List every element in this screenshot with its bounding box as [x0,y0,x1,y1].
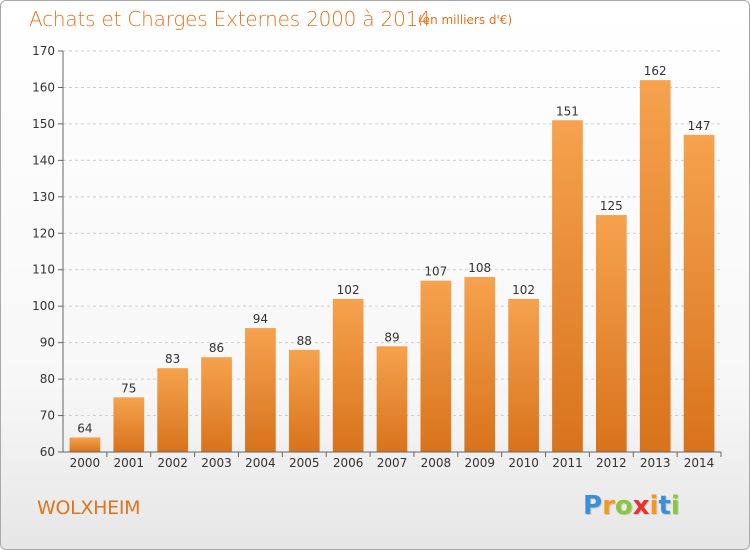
bar-2013 [639,80,671,452]
bar-2000 [69,437,101,452]
bar-2002 [157,368,189,452]
bar-value-label: 86 [209,341,224,355]
logo-letter: x [632,491,650,521]
bar-value-label: 64 [77,421,92,435]
y-tick-label: 110 [32,263,55,277]
x-tick-label: 2010 [508,456,539,470]
bar-value-label: 102 [512,283,535,297]
chart-title: Achats et Charges Externes 2000 à 2014 [29,7,431,31]
axes: 60 70 80 90 100 110 120 130 140 150 160 170 2000 2001… [32,44,722,470]
bar-value-label: 162 [644,64,667,78]
bar-2005 [288,349,320,452]
logo-letter: i [670,491,680,521]
y-tick-label: 140 [32,153,55,167]
logo-letter: P [583,491,603,521]
x-tick-label: 2007 [377,456,408,470]
bar-2009 [464,277,496,452]
logo-letter: t [658,491,671,521]
bar-2006 [332,298,364,452]
bar-value-label: 102 [337,283,360,297]
place-name: WOLXHEIM [37,497,141,519]
x-tick-label: 2004 [245,456,276,470]
x-tick-label: 2003 [201,456,232,470]
x-tick-label: 2005 [289,456,320,470]
bar-2012 [595,215,627,452]
x-tick-label: 2014 [684,456,715,470]
logo-letter: r [602,491,615,521]
y-tick-label: 160 [32,80,55,94]
x-tick-label: 2006 [333,456,364,470]
bar-value-label: 125 [600,199,623,213]
bar-value-label: 151 [556,104,579,118]
bar-value-label: 147 [688,119,711,133]
bar-2004 [245,328,276,452]
chart-subtitle: (en milliers d'€) [418,13,513,27]
y-tick-label: 130 [32,190,55,204]
bar-value-label: 88 [297,334,312,348]
bar-value-label: 75 [121,381,136,395]
logo-letter: i [649,491,659,521]
y-tick-label: 70 [40,409,55,423]
x-tick-label: 2001 [114,456,145,470]
proxiti-logo: Proxiti [583,491,680,521]
bar-value-label: 108 [468,261,491,275]
bar-2003 [201,357,232,452]
bar-2014 [683,134,715,452]
y-tick-label: 60 [40,445,55,459]
bar-2001 [113,397,145,452]
x-tick-label: 2013 [640,456,671,470]
y-tick-label: 120 [32,226,55,240]
bar-value-label: 94 [253,312,268,326]
bar-value-label: 107 [424,265,447,279]
x-tick-label: 2009 [464,456,495,470]
x-tick-label: 2008 [421,456,452,470]
bar-2007 [376,346,408,452]
x-tick-label: 2011 [552,456,583,470]
y-tick-label: 100 [32,299,55,313]
bar-value-label: 83 [165,352,180,366]
logo-letter: o [614,491,633,521]
x-tick-label: 2012 [596,456,627,470]
x-tick-label: 2002 [157,456,188,470]
bar-value-label: 89 [384,330,399,344]
y-tick-label: 150 [32,117,55,131]
y-tick-label: 80 [40,372,55,386]
bars: 64 75 83 86 94 88 102 89 107 108 102 151 125 162 147 [69,64,715,452]
bar-2008 [420,280,452,452]
bar-2010 [508,298,539,452]
x-tick-label: 2000 [70,456,101,470]
y-tick-label: 170 [32,44,55,58]
y-tick-label: 90 [40,336,55,350]
bar-2011 [552,120,583,452]
